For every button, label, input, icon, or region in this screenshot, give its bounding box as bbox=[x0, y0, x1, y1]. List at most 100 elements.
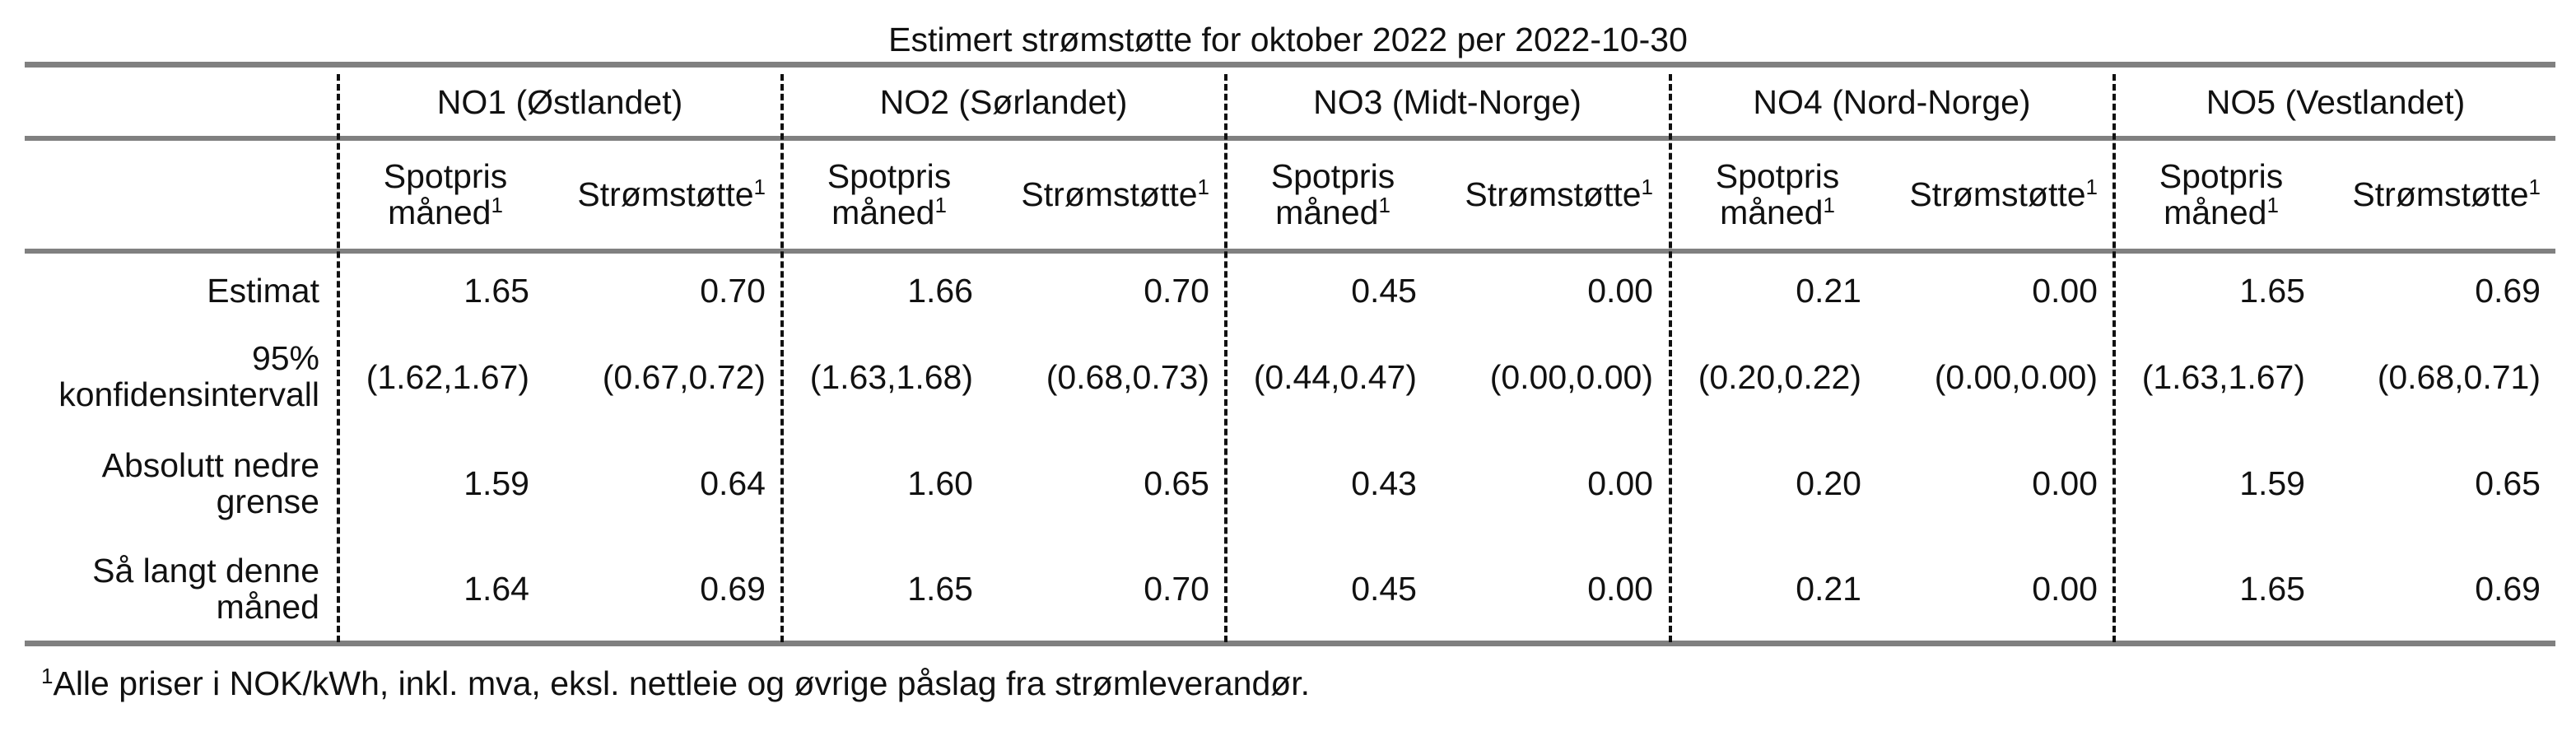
support-value: (0.67,0.72) bbox=[602, 358, 766, 396]
spot-price-value: 0.20 bbox=[1796, 464, 1861, 502]
footnote-marker: 1 bbox=[1641, 175, 1653, 199]
spot-price-header: måned1 bbox=[338, 193, 552, 235]
support-value: 0.69 bbox=[700, 570, 766, 608]
support-header: Strømstøtte1 bbox=[1439, 175, 1653, 217]
footnote: 1Alle priser i NOK/kWh, inkl. mva, eksl.… bbox=[41, 660, 1310, 711]
support-value: 0.00 bbox=[2032, 272, 2098, 310]
spot-price-header-line1: Spotpris bbox=[383, 157, 508, 195]
region-header: NO1 (Østlandet) bbox=[436, 83, 683, 121]
region-header: NO5 (Vestlandet) bbox=[2206, 83, 2466, 121]
region-header: NO2 (Sørlandet) bbox=[879, 83, 1128, 121]
support-header-label: Strømstøtte bbox=[1909, 175, 2086, 213]
spot-price-value: 1.65 bbox=[2239, 570, 2305, 608]
support-value: (0.00,0.00) bbox=[1934, 358, 2098, 396]
support-value: 0.69 bbox=[2475, 272, 2541, 310]
region-divider bbox=[1669, 74, 1672, 642]
support-value: 0.65 bbox=[2475, 464, 2541, 502]
spot-price-value: (1.63,1.67) bbox=[2141, 358, 2305, 396]
spot-price-value: 1.59 bbox=[2239, 464, 2305, 502]
support-value: 0.70 bbox=[1144, 570, 1209, 608]
footnote-marker: 1 bbox=[1197, 175, 1209, 199]
row-label: 95% bbox=[251, 339, 319, 377]
footnote-marker: 1 bbox=[753, 175, 766, 199]
support-value: 0.70 bbox=[700, 272, 766, 310]
support-value: 0.70 bbox=[1144, 272, 1209, 310]
spot-price-header-line1: Spotpris bbox=[827, 157, 952, 195]
spot-price-header: Spotpris bbox=[338, 158, 552, 194]
footnote-marker: 1 bbox=[2528, 175, 2541, 199]
spot-price-value: (0.44,0.47) bbox=[1253, 358, 1417, 396]
support-value: 0.00 bbox=[1587, 272, 1653, 310]
subheader-rule bbox=[25, 249, 2555, 254]
region-divider bbox=[1224, 74, 1227, 642]
footnote-marker: 1 bbox=[1823, 193, 1835, 217]
row-label: konfidensintervall bbox=[58, 375, 319, 413]
support-value: 0.00 bbox=[2032, 570, 2098, 608]
region-header: NO3 (Midt-Norge) bbox=[1313, 83, 1581, 121]
spot-price-value: (1.63,1.68) bbox=[809, 358, 973, 396]
row-label: Absolutt nedre bbox=[101, 446, 319, 484]
support-value: (0.00,0.00) bbox=[1489, 358, 1653, 396]
support-header-label: Strømstøtte bbox=[2352, 175, 2529, 213]
spot-price-value: 1.65 bbox=[463, 272, 529, 310]
region-divider bbox=[780, 74, 784, 642]
region-divider bbox=[2113, 74, 2116, 642]
support-header-label: Strømstøtte bbox=[1465, 175, 1642, 213]
spot-price-header: måned1 bbox=[1670, 193, 1884, 235]
spot-price-header-line2: måned bbox=[831, 193, 935, 231]
support-value: (0.68,0.73) bbox=[1046, 358, 1209, 396]
support-header: Strømstøtte1 bbox=[2327, 175, 2541, 217]
footnote-marker: 1 bbox=[491, 193, 503, 217]
region-header: NO4 (Nord-Norge) bbox=[1753, 83, 2031, 121]
row-label: Så langt denne bbox=[92, 552, 319, 590]
footnote-marker: 1 bbox=[2085, 175, 2098, 199]
footnote-marker: 1 bbox=[41, 664, 54, 688]
bottom-rule bbox=[25, 641, 2555, 646]
spot-price-header-line2: måned bbox=[388, 193, 491, 231]
table-title: Estimert strømstøtte for oktober 2022 pe… bbox=[888, 21, 1688, 58]
spot-price-value: 1.65 bbox=[2239, 272, 2305, 310]
support-value: 0.65 bbox=[1144, 464, 1209, 502]
support-value: 0.69 bbox=[2475, 570, 2541, 608]
footnote-marker: 1 bbox=[2266, 193, 2279, 217]
spot-price-header: måned1 bbox=[1226, 193, 1440, 235]
spot-price-header-line2: måned bbox=[2164, 193, 2267, 231]
spot-price-value: (0.20,0.22) bbox=[1698, 358, 1861, 396]
footnote-marker: 1 bbox=[1378, 193, 1390, 217]
spot-price-header-line1: Spotpris bbox=[2159, 157, 2284, 195]
top-rule bbox=[25, 62, 2555, 68]
row-label: grense bbox=[216, 482, 319, 520]
spot-price-header: Spotpris bbox=[1226, 158, 1440, 194]
support-header-label: Strømstøtte bbox=[577, 175, 754, 213]
support-header: Strømstøtte1 bbox=[995, 175, 1209, 217]
support-value: 0.64 bbox=[700, 464, 766, 502]
spot-price-value: (1.62,1.67) bbox=[366, 358, 529, 396]
spot-price-header-line1: Spotpris bbox=[1270, 157, 1395, 195]
row-label: Estimat bbox=[207, 272, 319, 310]
support-header: Strømstøtte1 bbox=[552, 175, 766, 217]
footnote-text: Alle priser i NOK/kWh, inkl. mva, eksl. … bbox=[53, 664, 1311, 702]
region-divider bbox=[337, 74, 340, 642]
spot-price-value: 0.21 bbox=[1796, 570, 1861, 608]
support-value: 0.00 bbox=[1587, 570, 1653, 608]
spot-price-value: 1.65 bbox=[907, 570, 973, 608]
support-header-label: Strømstøtte bbox=[1021, 175, 1198, 213]
spot-price-header: Spotpris bbox=[1670, 158, 1884, 194]
spot-price-header-line2: måned bbox=[1275, 193, 1379, 231]
spot-price-header-line2: måned bbox=[1720, 193, 1824, 231]
spot-price-value: 0.45 bbox=[1351, 272, 1417, 310]
row-label: måned bbox=[216, 588, 319, 626]
spot-price-header: måned1 bbox=[2114, 193, 2328, 235]
spot-price-header: Spotpris bbox=[782, 158, 996, 194]
support-value: (0.68,0.71) bbox=[2377, 358, 2541, 396]
region-header-rule bbox=[25, 136, 2555, 141]
support-header: Strømstøtte1 bbox=[1884, 175, 2098, 217]
support-value: 0.00 bbox=[1587, 464, 1653, 502]
spot-price-header: måned1 bbox=[782, 193, 996, 235]
spot-price-value: 1.59 bbox=[463, 464, 529, 502]
spot-price-value: 1.66 bbox=[907, 272, 973, 310]
spot-price-header-line1: Spotpris bbox=[1715, 157, 1840, 195]
footnote-marker: 1 bbox=[934, 193, 947, 217]
spot-price-value: 1.64 bbox=[463, 570, 529, 608]
spot-price-value: 0.43 bbox=[1351, 464, 1417, 502]
